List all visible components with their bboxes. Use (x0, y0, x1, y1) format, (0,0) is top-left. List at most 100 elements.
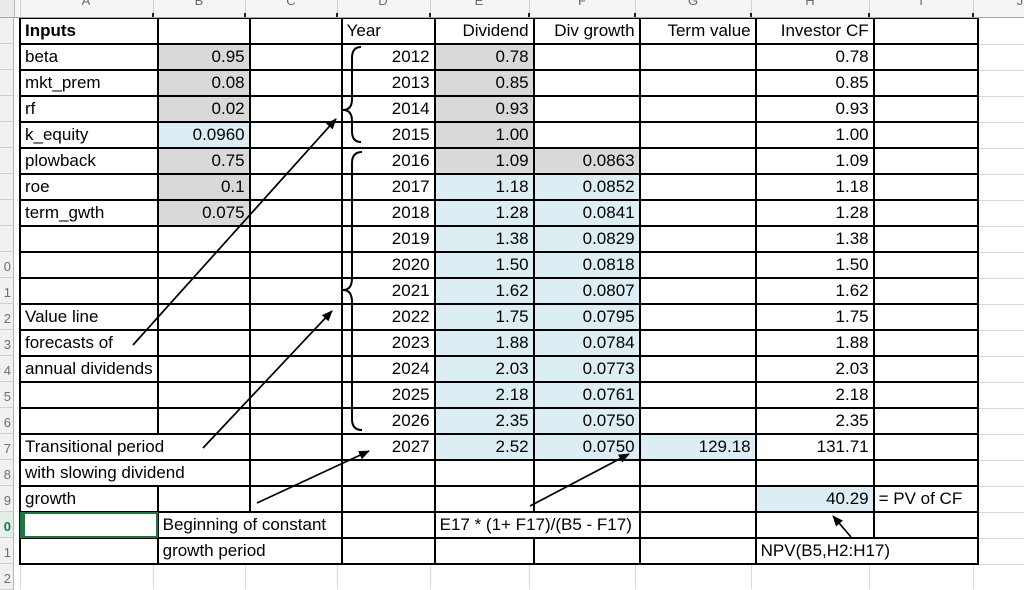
cell-I18[interactable] (872, 459, 979, 487)
cell-E15[interactable]: 2.18 (433, 381, 535, 409)
cell-A10[interactable] (19, 251, 159, 279)
cell-C8[interactable] (248, 199, 343, 227)
cell-G21[interactable] (638, 537, 757, 565)
cell-E16[interactable]: 2.35 (433, 407, 535, 435)
cell-E21[interactable] (433, 537, 535, 565)
cell-A9[interactable] (19, 225, 159, 253)
cell-E17[interactable]: 2.52 (433, 433, 535, 461)
cell-B1[interactable] (156, 17, 251, 45)
row-number-22[interactable]: 2 (0, 564, 14, 590)
cell-D7[interactable]: 2017 (340, 173, 436, 201)
cell-C19[interactable] (248, 485, 343, 513)
cell-F18[interactable] (532, 459, 641, 487)
row-number-2[interactable] (0, 44, 14, 70)
column-header-I[interactable]: I (919, 0, 923, 8)
cell-G7[interactable] (638, 173, 757, 201)
cell-B14[interactable] (156, 355, 251, 383)
cell-I17[interactable] (872, 433, 979, 461)
cell-D10[interactable]: 2020 (340, 251, 436, 279)
row-number-3[interactable] (0, 70, 14, 96)
cell-A15[interactable] (19, 381, 159, 409)
row-number-18[interactable]: 8 (0, 460, 14, 486)
row-number-7[interactable] (0, 174, 14, 200)
cell-C2[interactable] (248, 43, 343, 71)
cell-C9[interactable] (248, 225, 343, 253)
cell-B3[interactable]: 0.08 (156, 69, 251, 97)
cell-H21[interactable]: NPV(B5,H2:H17) (754, 537, 979, 565)
column-header-H[interactable]: H (805, 0, 815, 8)
cell-H2[interactable]: 0.78 (754, 43, 875, 71)
cell-F19[interactable] (532, 485, 641, 513)
cell-D5[interactable]: 2015 (340, 121, 436, 149)
cell-B5[interactable]: 0.0960 (156, 121, 251, 149)
cell-A14[interactable]: annual dividends (19, 355, 159, 383)
cell-G13[interactable] (638, 329, 757, 357)
cell-A7[interactable]: roe (19, 173, 159, 201)
cell-I7[interactable] (872, 173, 979, 201)
cell-D17[interactable]: 2027 (340, 433, 436, 461)
cell-D2[interactable]: 2012 (340, 43, 436, 71)
cell-D12[interactable]: 2022 (340, 303, 436, 331)
cell-G6[interactable] (638, 147, 757, 175)
row-number-1[interactable] (0, 18, 14, 44)
row-number-17[interactable]: 7 (0, 434, 14, 460)
cell-I5[interactable] (872, 121, 979, 149)
cell-I13[interactable] (872, 329, 979, 357)
cell-G12[interactable] (638, 303, 757, 331)
cell-C4[interactable] (248, 95, 343, 123)
cell-I12[interactable] (872, 303, 979, 331)
cell-H5[interactable]: 1.00 (754, 121, 875, 149)
cell-H3[interactable]: 0.85 (754, 69, 875, 97)
row-number-10[interactable]: 0 (0, 252, 14, 278)
cell-F15[interactable]: 0.0761 (532, 381, 641, 409)
cell-E8[interactable]: 1.28 (433, 199, 535, 227)
column-header-J[interactable]: J (1016, 0, 1024, 8)
cell-A1[interactable]: Inputs (19, 17, 159, 45)
cell-C11[interactable] (248, 277, 343, 305)
cell-G20[interactable] (638, 511, 757, 539)
cell-D15[interactable]: 2025 (340, 381, 436, 409)
cell-A20[interactable] (19, 511, 159, 539)
cell-B15[interactable] (156, 381, 251, 409)
cell-F12[interactable]: 0.0795 (532, 303, 641, 331)
cell-F11[interactable]: 0.0807 (532, 277, 641, 305)
cell-D14[interactable]: 2024 (340, 355, 436, 383)
cell-E9[interactable]: 1.38 (433, 225, 535, 253)
cell-A12[interactable]: Value line (19, 303, 159, 331)
cell-F13[interactable]: 0.0784 (532, 329, 641, 357)
cell-I20[interactable] (872, 511, 979, 539)
cell-H12[interactable]: 1.75 (754, 303, 875, 331)
column-header-B[interactable]: B (194, 0, 204, 8)
cell-H16[interactable]: 2.35 (754, 407, 875, 435)
cell-D16[interactable]: 2026 (340, 407, 436, 435)
cell-B19[interactable] (156, 485, 251, 513)
cell-I6[interactable] (872, 147, 979, 175)
row-number-13[interactable]: 3 (0, 330, 14, 356)
column-header-D[interactable]: D (378, 0, 388, 8)
cell-A11[interactable] (19, 277, 159, 305)
cell-I16[interactable] (872, 407, 979, 435)
cell-B2[interactable]: 0.95 (156, 43, 251, 71)
row-number-6[interactable] (0, 148, 14, 174)
cell-A17[interactable]: Transitional period (19, 433, 251, 461)
cell-H20[interactable] (754, 511, 875, 539)
cell-C15[interactable] (248, 381, 343, 409)
cell-H15[interactable]: 2.18 (754, 381, 875, 409)
cell-G3[interactable] (638, 69, 757, 97)
cell-C12[interactable] (248, 303, 343, 331)
cell-E14[interactable]: 2.03 (433, 355, 535, 383)
cell-F17[interactable]: 0.0750 (532, 433, 641, 461)
cell-E3[interactable]: 0.85 (433, 69, 535, 97)
cell-A3[interactable]: mkt_prem (19, 69, 159, 97)
cell-B11[interactable] (156, 277, 251, 305)
cell-B13[interactable] (156, 329, 251, 357)
cell-G15[interactable] (638, 381, 757, 409)
row-number-12[interactable]: 2 (0, 304, 14, 330)
cell-A5[interactable]: k_equity (19, 121, 159, 149)
cell-D9[interactable]: 2019 (340, 225, 436, 253)
cell-C13[interactable] (248, 329, 343, 357)
cell-C14[interactable] (248, 355, 343, 383)
cell-F6[interactable]: 0.0863 (532, 147, 641, 175)
cell-A16[interactable] (19, 407, 159, 435)
row-number-15[interactable]: 5 (0, 382, 14, 408)
